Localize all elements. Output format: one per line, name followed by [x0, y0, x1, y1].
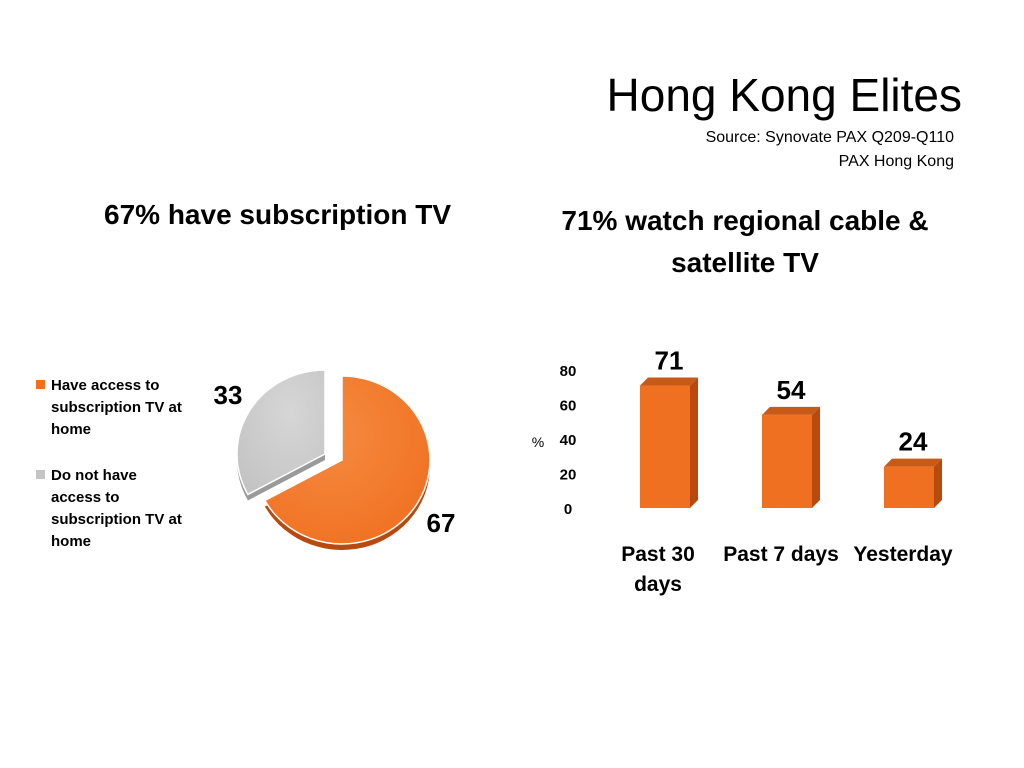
source-note: Source: Synovate PAX Q209-Q110 PAX Hong … — [706, 126, 954, 174]
legend-label-no-access: Do not have access to subscription TV at… — [51, 467, 182, 550]
bar-side-2 — [812, 406, 820, 508]
bar-side-1 — [690, 377, 698, 508]
bar-chart-title: 71% watch regional cable & satellite TV — [561, 205, 929, 278]
x-category-label-2: Past 7 days — [723, 543, 839, 566]
bar-data-label-2: 54 — [777, 375, 806, 405]
source-line-1: Source: Synovate PAX Q209-Q110 — [705, 129, 954, 146]
bar-top-3 — [884, 458, 942, 467]
y-tick-label-20: 20 — [560, 467, 577, 484]
legend-label-access: Have access to subscription TV at home — [51, 377, 182, 438]
y-tick-label-60: 60 — [560, 398, 577, 415]
y-axis-title: % — [532, 434, 544, 450]
legend-swatch-orange — [36, 380, 45, 389]
legend-swatch-grey — [36, 470, 45, 479]
y-tick-label-40: 40 — [560, 432, 577, 449]
x-category-label-1: Past 30 days — [621, 543, 695, 596]
legend-item-access: Have access to subscription TV at home — [36, 375, 186, 441]
bar-data-label-1: 71 — [655, 346, 684, 376]
bar-side-3 — [934, 458, 942, 508]
pie-legend: Have access to subscription TV at home D… — [36, 375, 186, 577]
bar-2 — [762, 414, 812, 508]
bar-1 — [640, 385, 690, 508]
pie-data-label-33: 33 — [214, 380, 243, 410]
pie-data-label-67: 67 — [427, 508, 456, 538]
bar-3 — [884, 466, 934, 508]
legend-item-no-access: Do not have access to subscription TV at… — [36, 465, 186, 553]
bar-data-label-3: 24 — [899, 427, 928, 457]
pie-slice-no-access — [236, 369, 326, 496]
page-title: Hong Kong Elites — [606, 69, 962, 121]
pie-slice-access — [263, 375, 431, 545]
bar-top-1 — [640, 377, 698, 386]
y-tick-label-0: 0 — [564, 501, 572, 518]
x-category-label-3: Yesterday — [853, 543, 953, 566]
pie-chart-title: 67% have subscription TV — [104, 199, 451, 230]
y-tick-label-80: 80 — [560, 363, 577, 380]
bar-top-2 — [762, 406, 820, 415]
source-line-2: PAX Hong Kong — [838, 153, 954, 170]
